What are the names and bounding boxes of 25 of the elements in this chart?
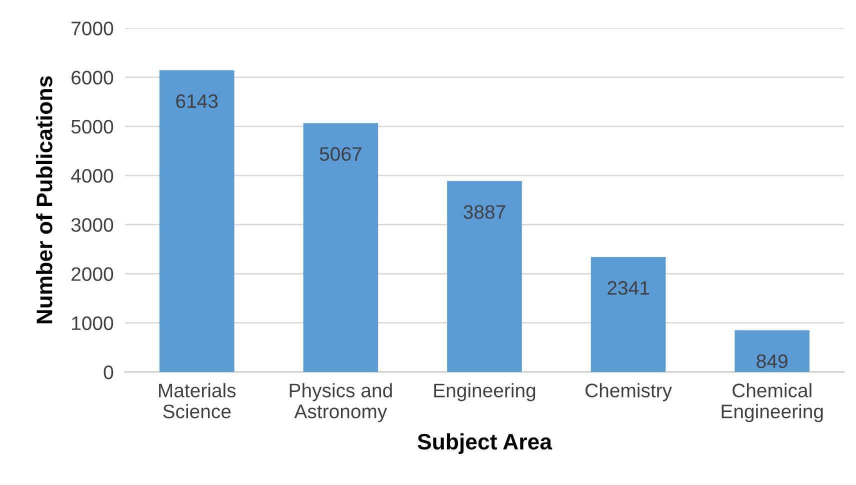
y-tick-label: 5000 xyxy=(71,120,114,134)
y-tick-label: 3000 xyxy=(71,218,114,232)
bar xyxy=(734,330,810,372)
bar xyxy=(159,70,234,372)
x-axis-title: Subject Area xyxy=(418,433,552,454)
x-tick-label: Physics and Astronomy xyxy=(290,383,392,422)
data-label: 6143 xyxy=(176,94,218,108)
y-tick-label: 4000 xyxy=(71,168,114,183)
data-label: 2341 xyxy=(608,281,649,295)
y-tick-label: 0 xyxy=(104,365,114,380)
bar xyxy=(590,256,666,372)
x-tick-label: Chemistry xyxy=(586,383,672,402)
y-tick-label: 6000 xyxy=(72,70,114,84)
y-axis-title: Number of Publications xyxy=(36,76,52,324)
y-tick-label: 1000 xyxy=(72,316,114,330)
y-tick-label: 2000 xyxy=(72,267,114,281)
bar xyxy=(447,181,522,372)
x-tick-label: Materials Science xyxy=(159,383,236,418)
bar xyxy=(303,123,378,372)
x-tick-label: Engineering xyxy=(434,383,536,402)
x-tick-label: Chemical Engineering xyxy=(722,383,823,422)
y-tick-label: 7000 xyxy=(72,22,114,36)
data-label: 849 xyxy=(756,354,788,368)
data-label: 3887 xyxy=(464,205,506,219)
data-label: 5067 xyxy=(320,147,362,161)
